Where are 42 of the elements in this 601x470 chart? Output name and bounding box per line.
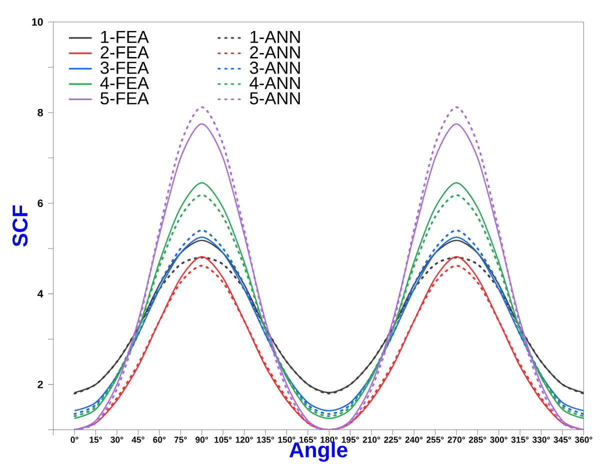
x-tick-label: 270° xyxy=(448,436,465,443)
x-tick-label: 225° xyxy=(384,436,402,443)
x-tick-label: 30° xyxy=(110,436,124,443)
y-tick-label: 8 xyxy=(38,108,43,117)
y-axis-title: SCF xyxy=(12,205,28,247)
x-tick-label: 165° xyxy=(299,436,316,443)
x-tick-label: 300° xyxy=(490,436,508,443)
legend-label: 5-ANN xyxy=(250,92,300,105)
x-tick-label: 195° xyxy=(342,436,359,443)
x-tick-label: 360° xyxy=(574,436,592,443)
x-tick-label: 210° xyxy=(362,436,380,443)
x-tick-label: 345° xyxy=(554,436,572,443)
legend-label: 1-FEA xyxy=(101,31,149,44)
x-tick-label: 315° xyxy=(511,436,529,443)
x-tick-label: 240° xyxy=(405,436,423,443)
legend-label: 3-ANN xyxy=(250,62,300,74)
x-tick-label: 75° xyxy=(174,436,187,443)
x-tick-label: 285° xyxy=(468,436,486,443)
x-tick-label: 330° xyxy=(532,436,550,443)
x-tick-label: 15° xyxy=(90,436,102,443)
legend-label: 3-FEA xyxy=(100,62,149,74)
x-tick-label: 60° xyxy=(153,436,166,443)
x-tick-label: 180° xyxy=(320,436,338,443)
x-tick-label: 0° xyxy=(70,436,78,443)
y-tick-label: 10 xyxy=(32,18,43,26)
legend-label: 2-ANN xyxy=(250,46,300,58)
legend-label: 1-ANN xyxy=(250,31,300,44)
x-tick-label: 105° xyxy=(214,436,232,443)
x-tick-label: 45° xyxy=(132,436,144,443)
legend-label: 4-FEA xyxy=(100,77,149,90)
x-axis-title: Angle xyxy=(289,442,348,462)
y-tick-label: 2 xyxy=(38,380,43,388)
x-tick-label: 135° xyxy=(257,436,274,443)
legend-label: 5-FEA xyxy=(100,92,149,105)
x-tick-label: 255° xyxy=(426,436,444,443)
x-tick-label: 90° xyxy=(196,436,208,443)
y-tick-label: 4 xyxy=(38,290,44,298)
x-tick-label: 150° xyxy=(278,436,296,443)
legend-label: 2-FEA xyxy=(100,46,149,58)
legend-label: 4-ANN xyxy=(250,77,300,90)
x-tick-label: 120° xyxy=(236,436,253,443)
y-tick-label: 6 xyxy=(38,200,43,208)
